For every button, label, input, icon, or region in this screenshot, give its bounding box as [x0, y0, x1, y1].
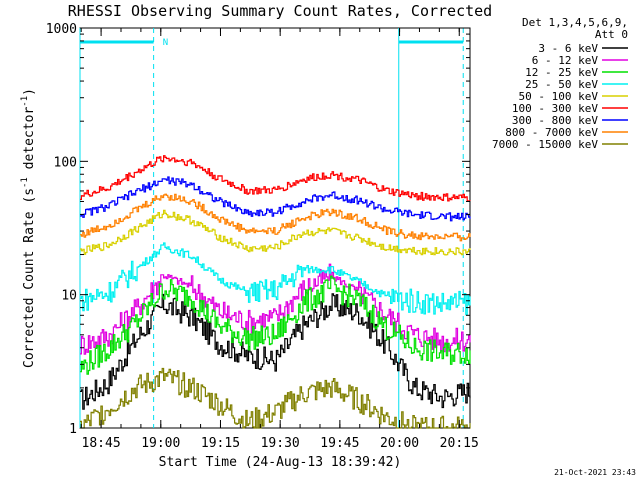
series-line-2 — [80, 275, 471, 375]
legend-entry-label: 12 - 25 keV — [525, 66, 598, 79]
saa-flag-label: N — [163, 38, 168, 48]
legend-entry-label: 800 - 7000 keV — [505, 126, 598, 139]
y-axis-label: Corrected Count Rate (s-1 detector-1) — [20, 88, 37, 368]
legend-entry-label: 25 - 50 keV — [525, 78, 598, 91]
y-tick-label: 1000 — [46, 22, 77, 37]
series-line-4 — [80, 209, 471, 256]
legend-entry-label: 3 - 6 keV — [538, 42, 598, 55]
x-tick-label: 19:00 — [141, 436, 180, 451]
legend-header: Att 0 — [595, 28, 628, 41]
y-axis-label-end: ) — [22, 88, 37, 96]
y-axis-label-text: Corrected Count Rate (s — [22, 188, 37, 368]
y-tick-label: 1 — [69, 422, 77, 437]
x-tick-label: 20:15 — [440, 436, 479, 451]
legend-header: Det 1,3,4,5,6,9, — [522, 16, 628, 29]
chart-title: RHESSI Observing Summary Count Rates, Co… — [68, 2, 492, 20]
plot-timestamp: 21-Oct-2021 23:43 — [554, 468, 636, 477]
legend-entry-label: 6 - 12 keV — [532, 54, 599, 67]
svg-text:Corrected Count Rate (s-1 dete: Corrected Count Rate (s-1 detector-1) — [20, 88, 37, 368]
series-line-6 — [80, 176, 471, 222]
x-tick-label: 20:00 — [380, 436, 419, 451]
x-tick-label: 19:30 — [261, 436, 300, 451]
series-lines — [80, 155, 471, 429]
series-line-3 — [80, 242, 471, 316]
x-tick-label: 18:45 — [82, 436, 121, 451]
legend-entry-label: 100 - 300 keV — [512, 102, 598, 115]
y-tick-label: 100 — [54, 155, 77, 170]
series-line-8 — [80, 367, 471, 429]
legend-entry-label: 300 - 800 keV — [512, 114, 598, 127]
x-tick-label: 19:45 — [320, 436, 359, 451]
y-tick-label: 10 — [61, 289, 77, 304]
y-axis-label-exponent-2: -1 — [20, 96, 30, 107]
y-axis-label-exponent: -1 — [20, 177, 30, 188]
day-night-markers: N — [79, 28, 464, 428]
series-line-7 — [80, 193, 471, 242]
x-axis-label: Start Time (24-Aug-13 18:39:42) — [159, 455, 402, 470]
legend-entry-label: 50 - 100 keV — [519, 90, 599, 103]
series-line-0 — [80, 293, 471, 410]
series-line-5 — [80, 155, 471, 202]
axes: 1 10 100 1000 18:45 19:00 19:15 19:30 19:45 20:00… — [46, 22, 479, 451]
y-axis-label-middle: detector — [22, 107, 37, 178]
legend-entry-label: 7000 - 15000 keV — [492, 138, 598, 151]
series-line-1 — [80, 263, 471, 355]
x-tick-label: 19:15 — [201, 436, 240, 451]
